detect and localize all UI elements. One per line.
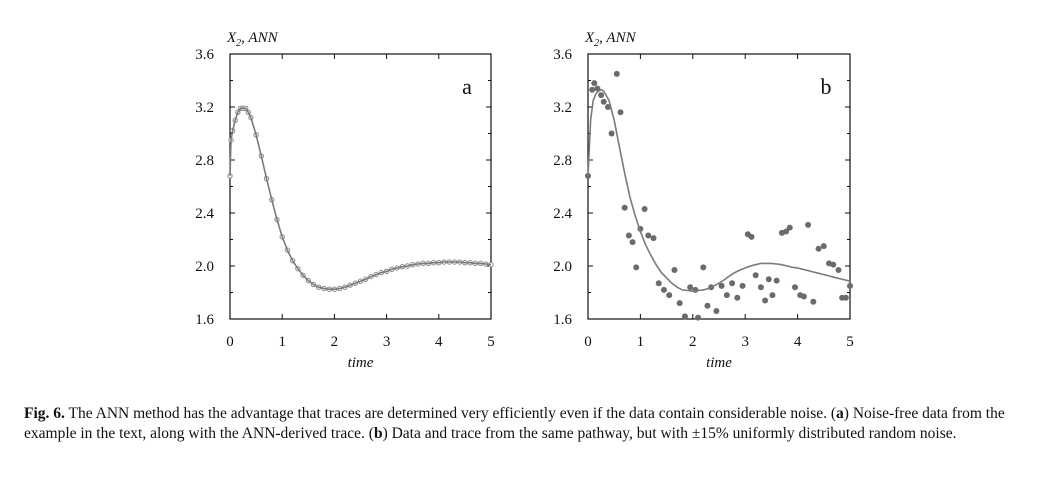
data-point	[617, 109, 624, 116]
data-point	[830, 261, 837, 268]
data-point	[655, 280, 662, 287]
data-point	[591, 80, 598, 87]
figure-6: 1.6 2.0 2.4 2.8 3.2 3.6 0 1 2 3 4 5 time X2, ANN a 1.6 2…	[195, 30, 854, 371]
caption-fig-label: Fig. 6.	[24, 405, 65, 422]
y-tick-label: 2.8	[195, 153, 214, 169]
x-tick-label: 4	[435, 334, 443, 350]
y-axis-label: X2, ANN	[584, 30, 637, 49]
data-point	[633, 264, 640, 271]
data-point	[621, 204, 628, 211]
x-tick-label: 1	[278, 334, 286, 350]
data-point	[594, 85, 601, 92]
x-tick-label: 3	[741, 334, 749, 350]
data-point	[704, 302, 711, 309]
data-point	[800, 293, 807, 300]
caption-text-1: The ANN method has the advantage that tr…	[68, 405, 837, 422]
data-point	[645, 232, 652, 239]
data-point	[815, 245, 822, 252]
panel-label: a	[462, 74, 472, 99]
x-tick-label: 2	[689, 334, 697, 350]
data-point	[681, 313, 688, 320]
chart-panel-a: 1.6 2.0 2.4 2.8 3.2 3.6 0 1 2 3 4 5 time X2, ANN a	[195, 30, 495, 371]
data-point	[613, 70, 620, 77]
x-tick-label: 3	[383, 334, 391, 350]
data-point	[723, 292, 730, 299]
y-tick-label: 2.0	[195, 259, 214, 275]
data-point	[608, 130, 615, 137]
data-point	[598, 92, 605, 99]
caption-bold-a: a	[836, 405, 844, 422]
series-line	[229, 107, 492, 290]
x-tick-label: 5	[487, 334, 495, 350]
data-point	[718, 282, 725, 289]
data-point	[589, 86, 596, 93]
data-point	[847, 282, 853, 289]
data-point	[835, 266, 842, 273]
data-point	[660, 286, 667, 293]
y-tick-label: 2.4	[195, 206, 214, 222]
data-point	[629, 239, 636, 246]
data-point	[842, 294, 849, 301]
x-tick-label: 5	[846, 334, 854, 350]
x-tick-label: 2	[331, 334, 339, 350]
y-tick-label: 3.6	[553, 47, 572, 63]
figure-caption: Fig. 6. The ANN method has the advantage…	[24, 404, 1024, 444]
x-axis-label: time	[706, 355, 732, 371]
y-tick-label: 2.0	[553, 259, 572, 275]
x-tick-label: 0	[584, 334, 592, 350]
y-tick-label: 2.4	[553, 206, 572, 222]
y-tick-label: 3.6	[195, 47, 214, 63]
caption-text-3: ) Data and trace from the same pathway, …	[382, 425, 957, 442]
x-tick-label: 0	[226, 334, 234, 350]
data-point	[791, 284, 798, 291]
x-tick-label: 4	[794, 334, 802, 350]
x-axis-label: time	[348, 355, 374, 371]
data-point	[625, 232, 632, 239]
chart-panel-b: 1.6 2.0 2.4 2.8 3.2 3.6 0 1 2 3 4 5 time X2, ANN b	[553, 30, 854, 371]
data-point	[713, 308, 720, 315]
data-point	[820, 243, 827, 250]
data-point	[695, 314, 702, 321]
data-point	[676, 300, 683, 307]
data-point	[810, 298, 817, 305]
x-tick-label: 1	[637, 334, 645, 350]
data-point	[752, 272, 759, 279]
data-point	[762, 297, 769, 304]
data-point	[600, 98, 607, 105]
data-point	[748, 233, 755, 240]
series-line	[587, 88, 851, 293]
data-point	[805, 221, 812, 228]
data-point	[666, 292, 673, 299]
y-tick-label: 1.6	[553, 312, 572, 328]
data-point	[773, 277, 780, 284]
data-point	[734, 294, 741, 301]
y-tick-label: 2.8	[553, 153, 572, 169]
data-point	[739, 282, 746, 289]
data-point	[729, 280, 736, 287]
data-point	[687, 284, 694, 291]
data-point	[769, 292, 776, 299]
data-point	[641, 206, 648, 213]
data-point	[650, 235, 657, 242]
data-point	[757, 284, 764, 291]
data-point	[786, 224, 793, 231]
data-point	[700, 264, 707, 271]
data-point	[671, 266, 678, 273]
y-tick-label: 3.2	[195, 100, 214, 116]
y-tick-label: 1.6	[195, 312, 214, 328]
data-point	[765, 276, 772, 283]
data-point	[604, 104, 611, 110]
data-point	[783, 228, 790, 235]
panel-label: b	[821, 74, 832, 99]
y-tick-label: 3.2	[553, 100, 572, 116]
caption-bold-b: b	[373, 425, 383, 442]
y-axis-label: X2, ANN	[226, 30, 279, 49]
caption-text-2: ) Noise-free data from the example in th…	[24, 405, 1005, 442]
